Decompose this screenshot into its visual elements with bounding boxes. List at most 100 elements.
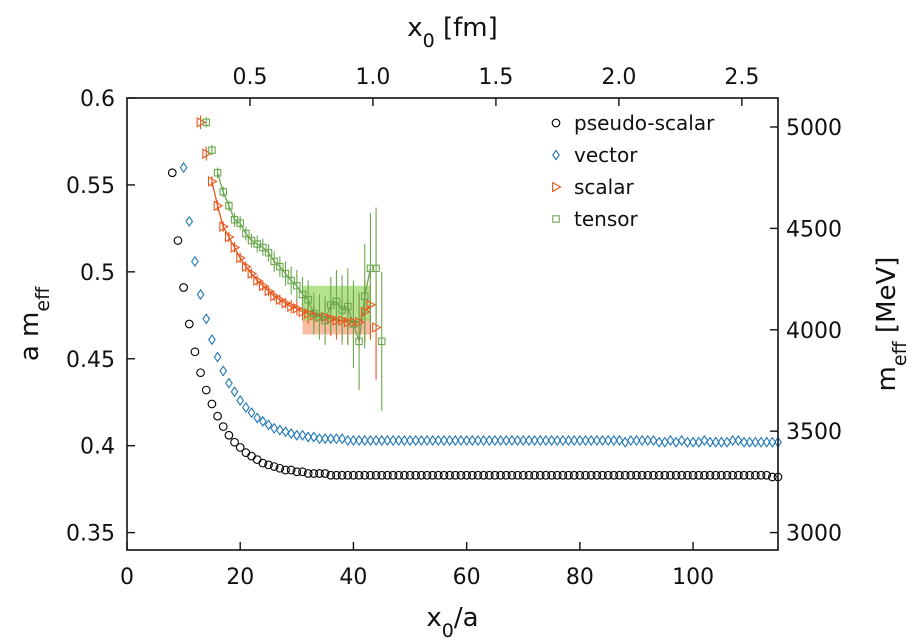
pseudo-scalar-point — [683, 470, 692, 480]
vector-point — [326, 433, 335, 445]
pseudo-scalar-point — [496, 470, 505, 480]
vector-point — [615, 434, 624, 447]
x-top-axis-title-rest: [fm] — [435, 13, 498, 43]
y-right-axis-title-sub: eff — [889, 340, 911, 366]
pseudo-scalar-point — [581, 470, 590, 480]
vector-point — [581, 434, 590, 447]
pseudo-scalar-point — [700, 470, 709, 480]
pseudo-scalar-point — [490, 470, 500, 480]
tensor-point — [298, 290, 307, 299]
tensor-point — [259, 243, 267, 252]
pseudo-scalar-point — [756, 470, 766, 480]
tensor-point — [332, 297, 341, 306]
pseudo-scalar-point — [745, 470, 755, 480]
y-left-tick-label: 0.4 — [80, 435, 115, 460]
pseudo-scalar-point — [530, 470, 539, 480]
scalar-point — [343, 316, 354, 328]
vector-point — [394, 434, 403, 447]
vector-point — [677, 434, 686, 447]
pseudo-scalar-point — [722, 470, 732, 480]
vector-point — [428, 434, 437, 447]
pseudo-scalar-point — [167, 168, 177, 178]
tensor-point — [213, 169, 222, 177]
tensor-point — [304, 295, 312, 304]
scalar-point — [213, 200, 224, 212]
vector-point — [332, 433, 341, 445]
axis-ticks — [126, 97, 778, 550]
scalar-point — [298, 306, 309, 318]
pseudo-scalar-point — [269, 462, 279, 471]
tensor-point — [344, 302, 352, 311]
pseudo-scalar-point — [507, 470, 517, 480]
pseudo-scalar-point — [241, 448, 251, 457]
vector-point — [768, 436, 777, 448]
pseudo-scalar-point — [513, 470, 522, 480]
pseudo-scalar-point — [767, 472, 777, 482]
vector-point — [451, 434, 460, 447]
vector-point — [609, 434, 618, 447]
scalar-point — [366, 299, 377, 311]
scalar-point — [207, 176, 218, 187]
vector-point — [745, 436, 754, 448]
vector-point — [434, 434, 443, 447]
y-right-tick-label: 3500 — [786, 420, 842, 445]
vector-point — [191, 255, 199, 267]
pseudo-scalar-point — [433, 470, 443, 480]
tensor-point — [276, 262, 284, 271]
y-right-tick-label: 4500 — [786, 217, 842, 242]
y-right-axis-title-main: m — [872, 366, 902, 391]
x-top-tick-label: 2.0 — [601, 65, 636, 90]
tensor-point — [270, 257, 278, 266]
vector-point — [479, 434, 488, 447]
scalar-point — [326, 313, 337, 325]
y-right-axis-title: meff [MeV] — [872, 257, 911, 392]
vector-point — [338, 433, 346, 445]
y-left-tick-label: 0.6 — [80, 87, 115, 112]
vector-point — [474, 434, 482, 447]
error-bars — [200, 115, 383, 411]
vector-point — [468, 434, 477, 447]
y-right-axis-title-rest: [MeV] — [872, 257, 902, 342]
scalar-legend-label: scalar — [574, 175, 634, 199]
pseudo-scalar-point — [450, 470, 460, 480]
pseudo-scalar-point — [400, 470, 409, 480]
y-left-tick-label: 0.35 — [66, 522, 115, 547]
pseudo-scalar-point — [660, 470, 670, 480]
vector-point — [649, 434, 658, 447]
vector-point — [309, 431, 318, 443]
vector-point — [559, 434, 567, 447]
vector-point — [349, 434, 358, 447]
vector-point — [542, 434, 550, 447]
vector-point — [315, 433, 324, 445]
vector-point — [400, 434, 409, 447]
pseudo-scalar-point — [394, 470, 404, 480]
pseudo-scalar-point — [184, 319, 194, 329]
scalar-point — [287, 301, 297, 312]
scalar-point — [202, 148, 212, 159]
vector-point — [202, 313, 211, 325]
y-right-tick-label: 3000 — [786, 522, 842, 547]
vector-point — [491, 434, 499, 447]
x-bottom-tick-label: 0 — [120, 565, 134, 590]
pseudo-scalar-point — [518, 470, 528, 480]
vector-point — [513, 434, 522, 447]
pseudo-scalar-point — [354, 470, 364, 480]
vector-point — [242, 401, 250, 414]
pseudo-scalar-point — [751, 470, 760, 480]
vector-point — [247, 407, 256, 419]
vector-point — [253, 412, 262, 424]
pseudo-scalar-point — [541, 470, 551, 480]
vector-point — [445, 434, 454, 447]
pseudo-scalar-point — [247, 451, 256, 461]
vector-point — [536, 434, 545, 447]
vector-point — [185, 215, 194, 227]
pseudo-scalar-point — [711, 470, 721, 480]
y-left-tick-label: 0.55 — [66, 174, 115, 199]
vector-point — [672, 436, 680, 448]
vector-point — [225, 377, 233, 389]
pseudo-scalar-point — [309, 469, 319, 478]
vector-point — [287, 427, 296, 440]
pseudo-scalar-point — [411, 470, 421, 480]
scalar-point — [281, 297, 292, 309]
vector-point — [751, 436, 760, 448]
